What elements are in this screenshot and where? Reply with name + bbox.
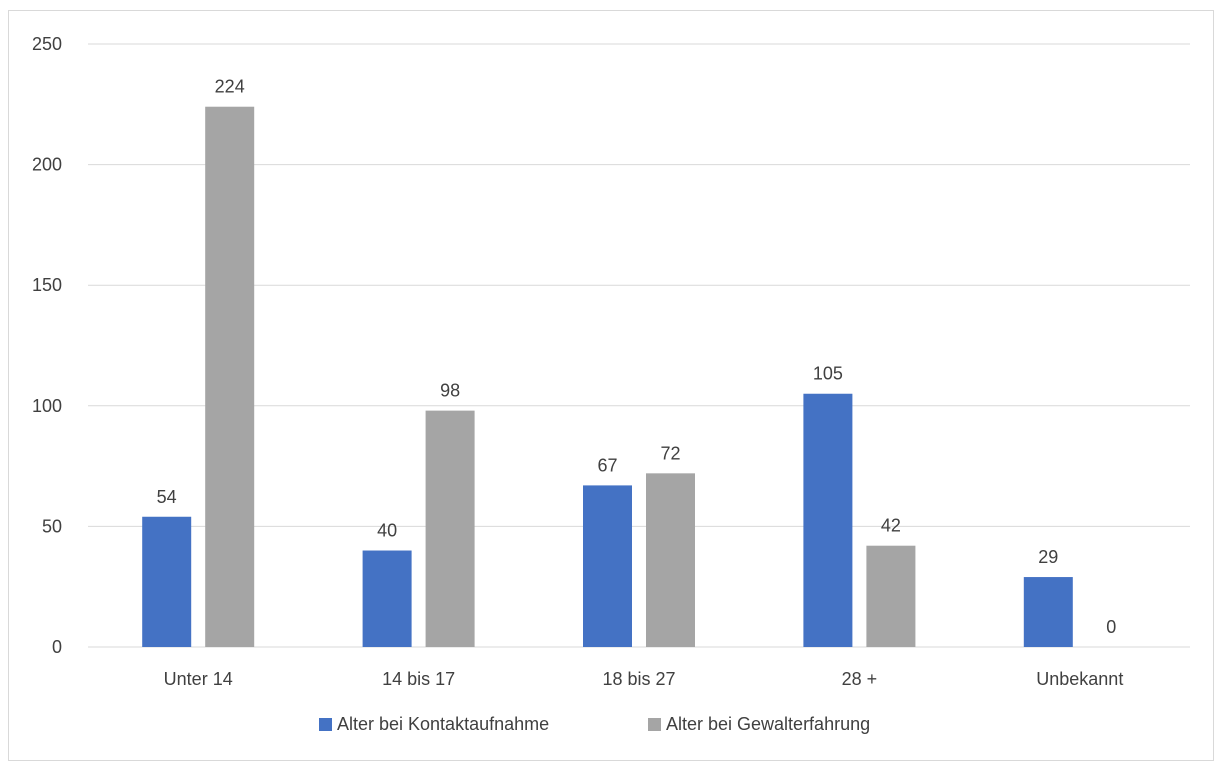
y-tick-label-0: 0 [52,637,62,657]
bar-unter-14-series-2 [205,106,255,648]
legend-label-kontaktaufnahme: Alter bei Kontaktaufnahme [337,714,549,734]
legend-label-gewalterfahrung: Alter bei Gewalterfahrung [666,714,870,734]
data-labels: 54 224 40 98 67 72 105 42 29 0 [157,77,1117,637]
data-label-unter-14-series-2: 224 [215,77,245,97]
y-tick-label-100: 100 [32,396,62,416]
data-label-unbekannt-series-2: 0 [1106,617,1116,637]
bar-28-series-1 [803,393,853,647]
x-tick-label-unbekannt: Unbekannt [1036,669,1123,689]
y-axis-tick-labels: 0 50 100 150 200 250 [32,34,62,657]
x-tick-label-unter-14: Unter 14 [164,669,233,689]
gridlines [88,43,1190,648]
x-axis-category-labels: Unter 14 14 bis 17 18 bis 27 28 + Unbekannt [164,669,1124,689]
data-label-unbekannt-series-1: 29 [1038,547,1058,567]
data-label-18-bis-27-series-2: 72 [660,443,680,463]
legend: Alter bei Kontaktaufnahme Alter bei Gewa… [319,714,870,734]
data-label-28-series-1: 105 [813,364,843,384]
data-label-unter-14-series-1: 54 [157,487,177,507]
y-tick-label-150: 150 [32,275,62,295]
x-tick-label-18-bis-27: 18 bis 27 [602,669,675,689]
bar-14-bis-17-series-1 [362,550,412,647]
x-tick-label-14-bis-17: 14 bis 17 [382,669,455,689]
legend-swatch-gewalterfahrung [648,718,661,731]
legend-swatch-kontaktaufnahme [319,718,332,731]
data-label-28-series-2: 42 [881,516,901,536]
y-tick-label-200: 200 [32,155,62,175]
bar-14-bis-17-series-2 [425,410,475,647]
y-tick-label-250: 250 [32,34,62,54]
bar-18-bis-27-series-1 [583,485,632,647]
bar-18-bis-27-series-2 [646,473,695,647]
bar-unbekannt-series-1 [1023,577,1073,647]
bar-28-series-2 [866,545,916,647]
data-label-14-bis-17-series-2: 98 [440,381,460,401]
data-label-14-bis-17-series-1: 40 [377,521,397,541]
y-tick-label-50: 50 [42,516,62,536]
bars [142,106,1073,648]
data-label-18-bis-27-series-1: 67 [597,455,617,475]
x-tick-label-28: 28 + [842,669,878,689]
bar-unter-14-series-1 [142,516,192,647]
